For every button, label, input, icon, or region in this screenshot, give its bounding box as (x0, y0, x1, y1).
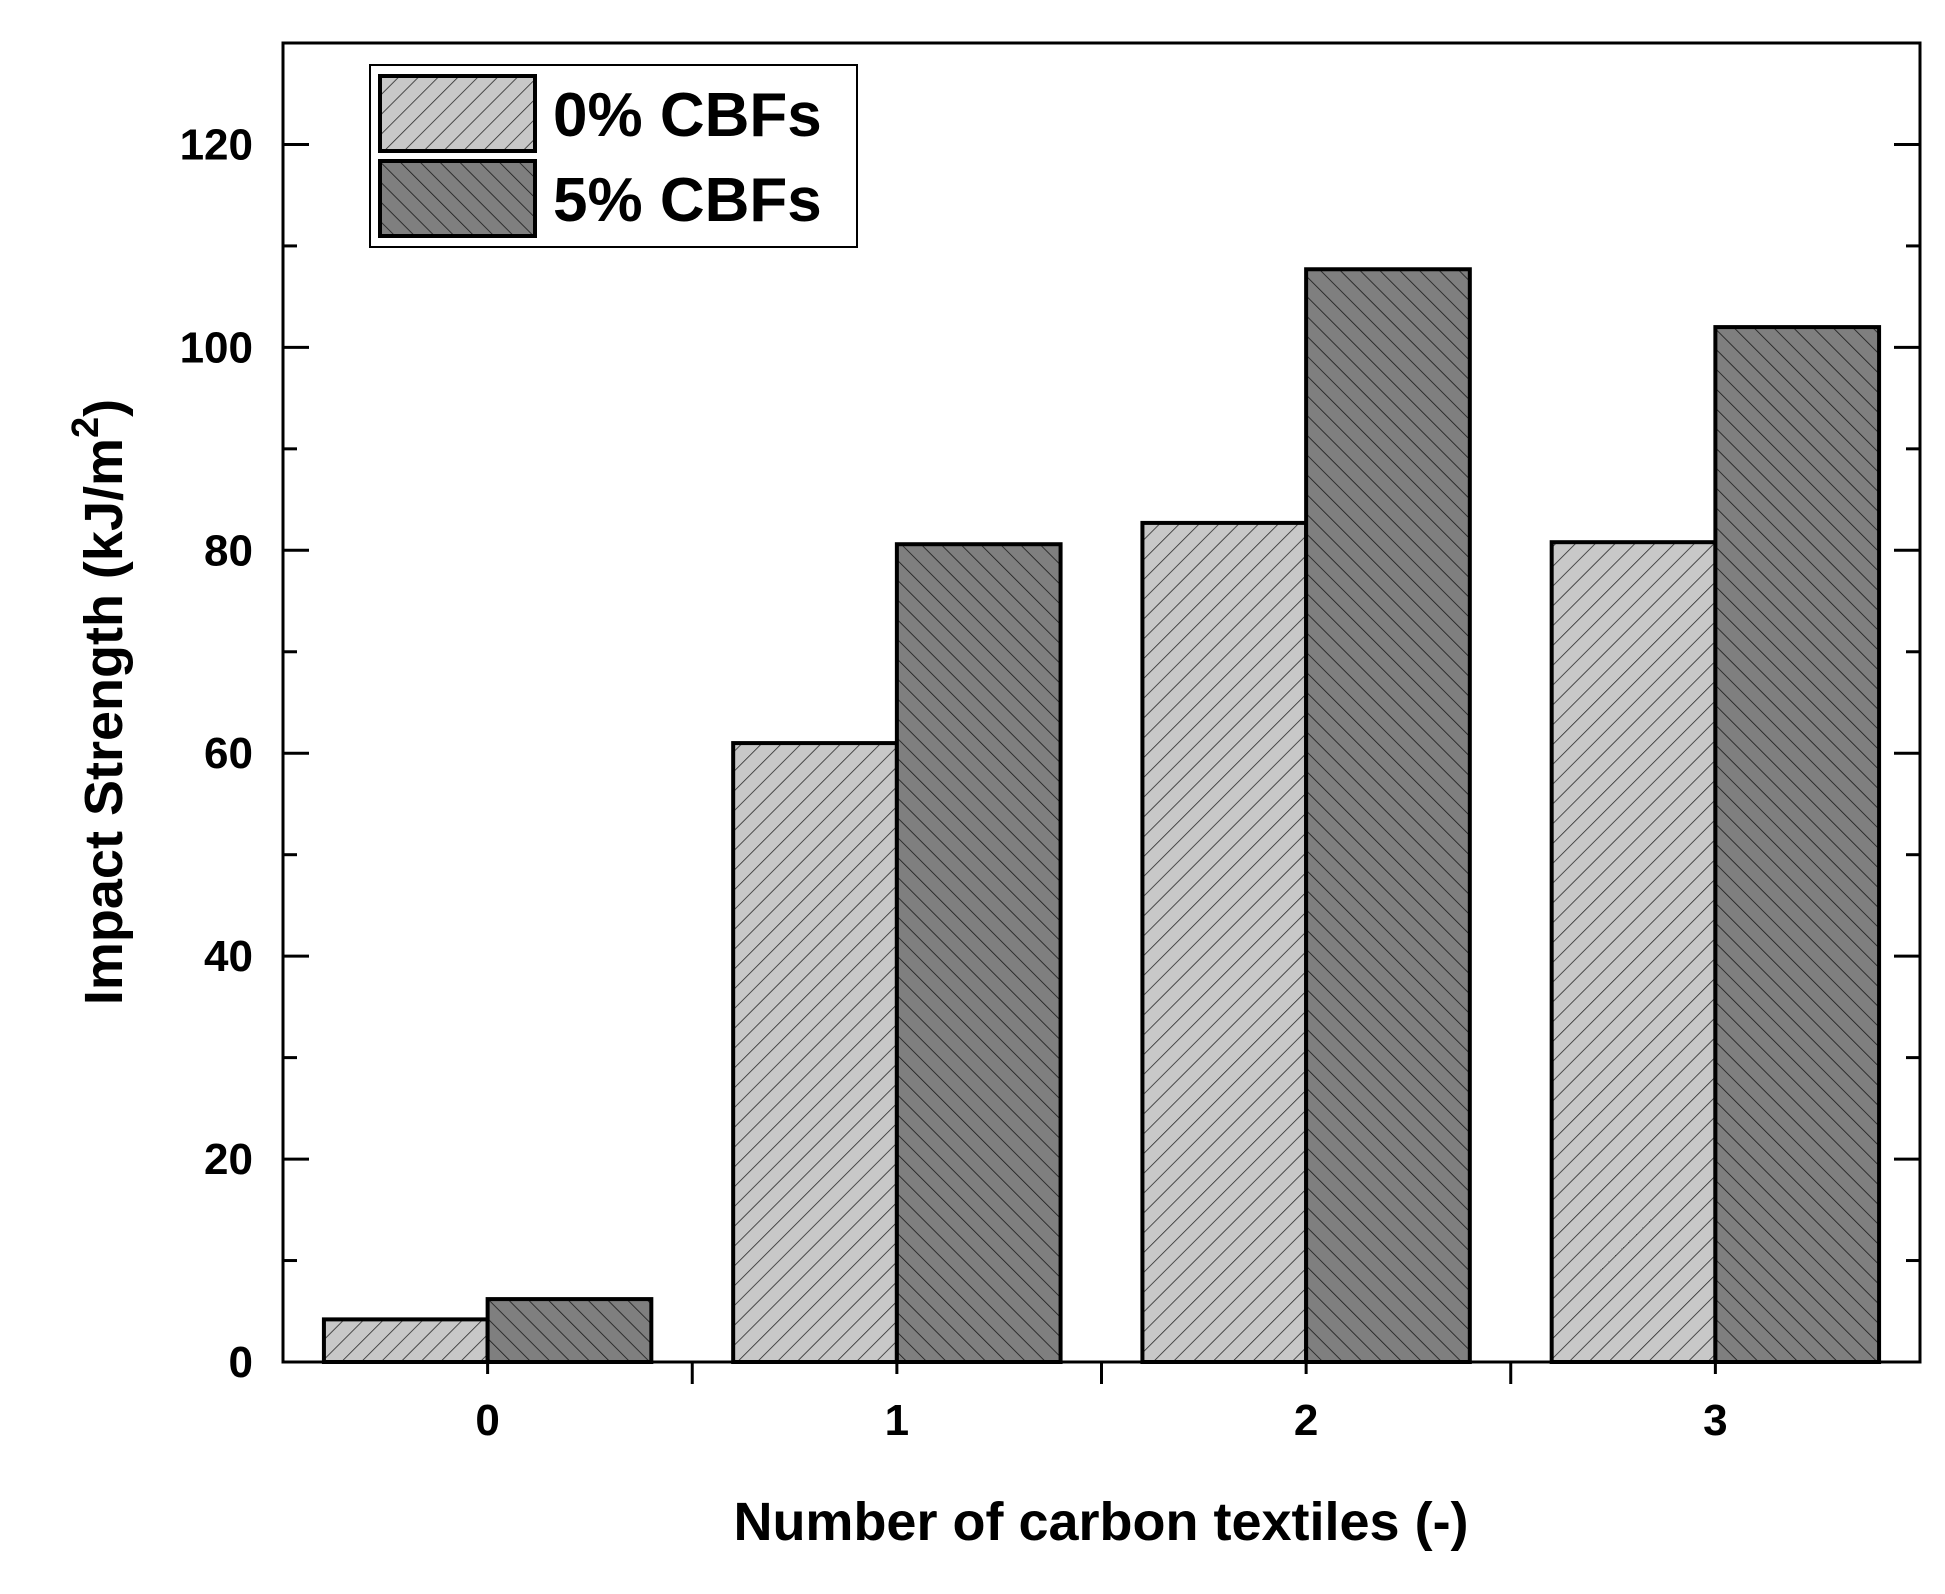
y-tick-label: 60 (204, 729, 253, 778)
x-tick-label: 2 (1294, 1396, 1318, 1445)
y-tick-label: 0 (229, 1338, 253, 1387)
legend-label-0pct-cbfs: 0% CBFs (553, 81, 822, 150)
bar-series-0-category-0 (321, 1317, 490, 1364)
bar-series-1-category-2 (1304, 267, 1472, 1364)
x-axis-title: Number of carbon textiles (-) (733, 1492, 1468, 1552)
y-tick-label: 40 (204, 932, 253, 981)
y-tick-label: 120 (180, 120, 253, 169)
legend-swatch-5pct-cbfs (378, 159, 537, 238)
bar-series-1-category-0 (485, 1297, 654, 1365)
bars (321, 267, 1882, 1365)
bar-series-1-category-1 (894, 542, 1063, 1364)
y-axis: 0 20 40 60 80 100 120 (180, 120, 1920, 1387)
x-axis: 0 1 2 3 (475, 1362, 1728, 1445)
y-axis-title-main: Impact Strength (kJ/m (74, 438, 134, 1005)
x-tick-label: 0 (475, 1396, 499, 1445)
x-tick-label: 1 (885, 1396, 909, 1445)
y-tick-label: 20 (204, 1135, 253, 1184)
y-axis-title: Impact Strength (kJ/m2) (65, 399, 134, 1005)
x-tick-label: 3 (1703, 1396, 1727, 1445)
bar-series-0-category-2 (1140, 520, 1309, 1364)
y-tick-label: 100 (180, 323, 253, 372)
legend-label-5pct-cbfs: 5% CBFs (553, 166, 822, 235)
legend: 0% CBFs 5% CBFs (369, 64, 858, 248)
bar-series-1-category-3 (1713, 325, 1882, 1365)
y-tick-label: 80 (204, 526, 253, 575)
legend-swatch-0pct-cbfs (378, 74, 537, 153)
bar-series-0-category-1 (731, 741, 899, 1364)
y-axis-title-superscript: 2 (65, 417, 107, 438)
bar-series-0-category-3 (1549, 540, 1718, 1364)
y-axis-title-close: ) (74, 399, 134, 417)
